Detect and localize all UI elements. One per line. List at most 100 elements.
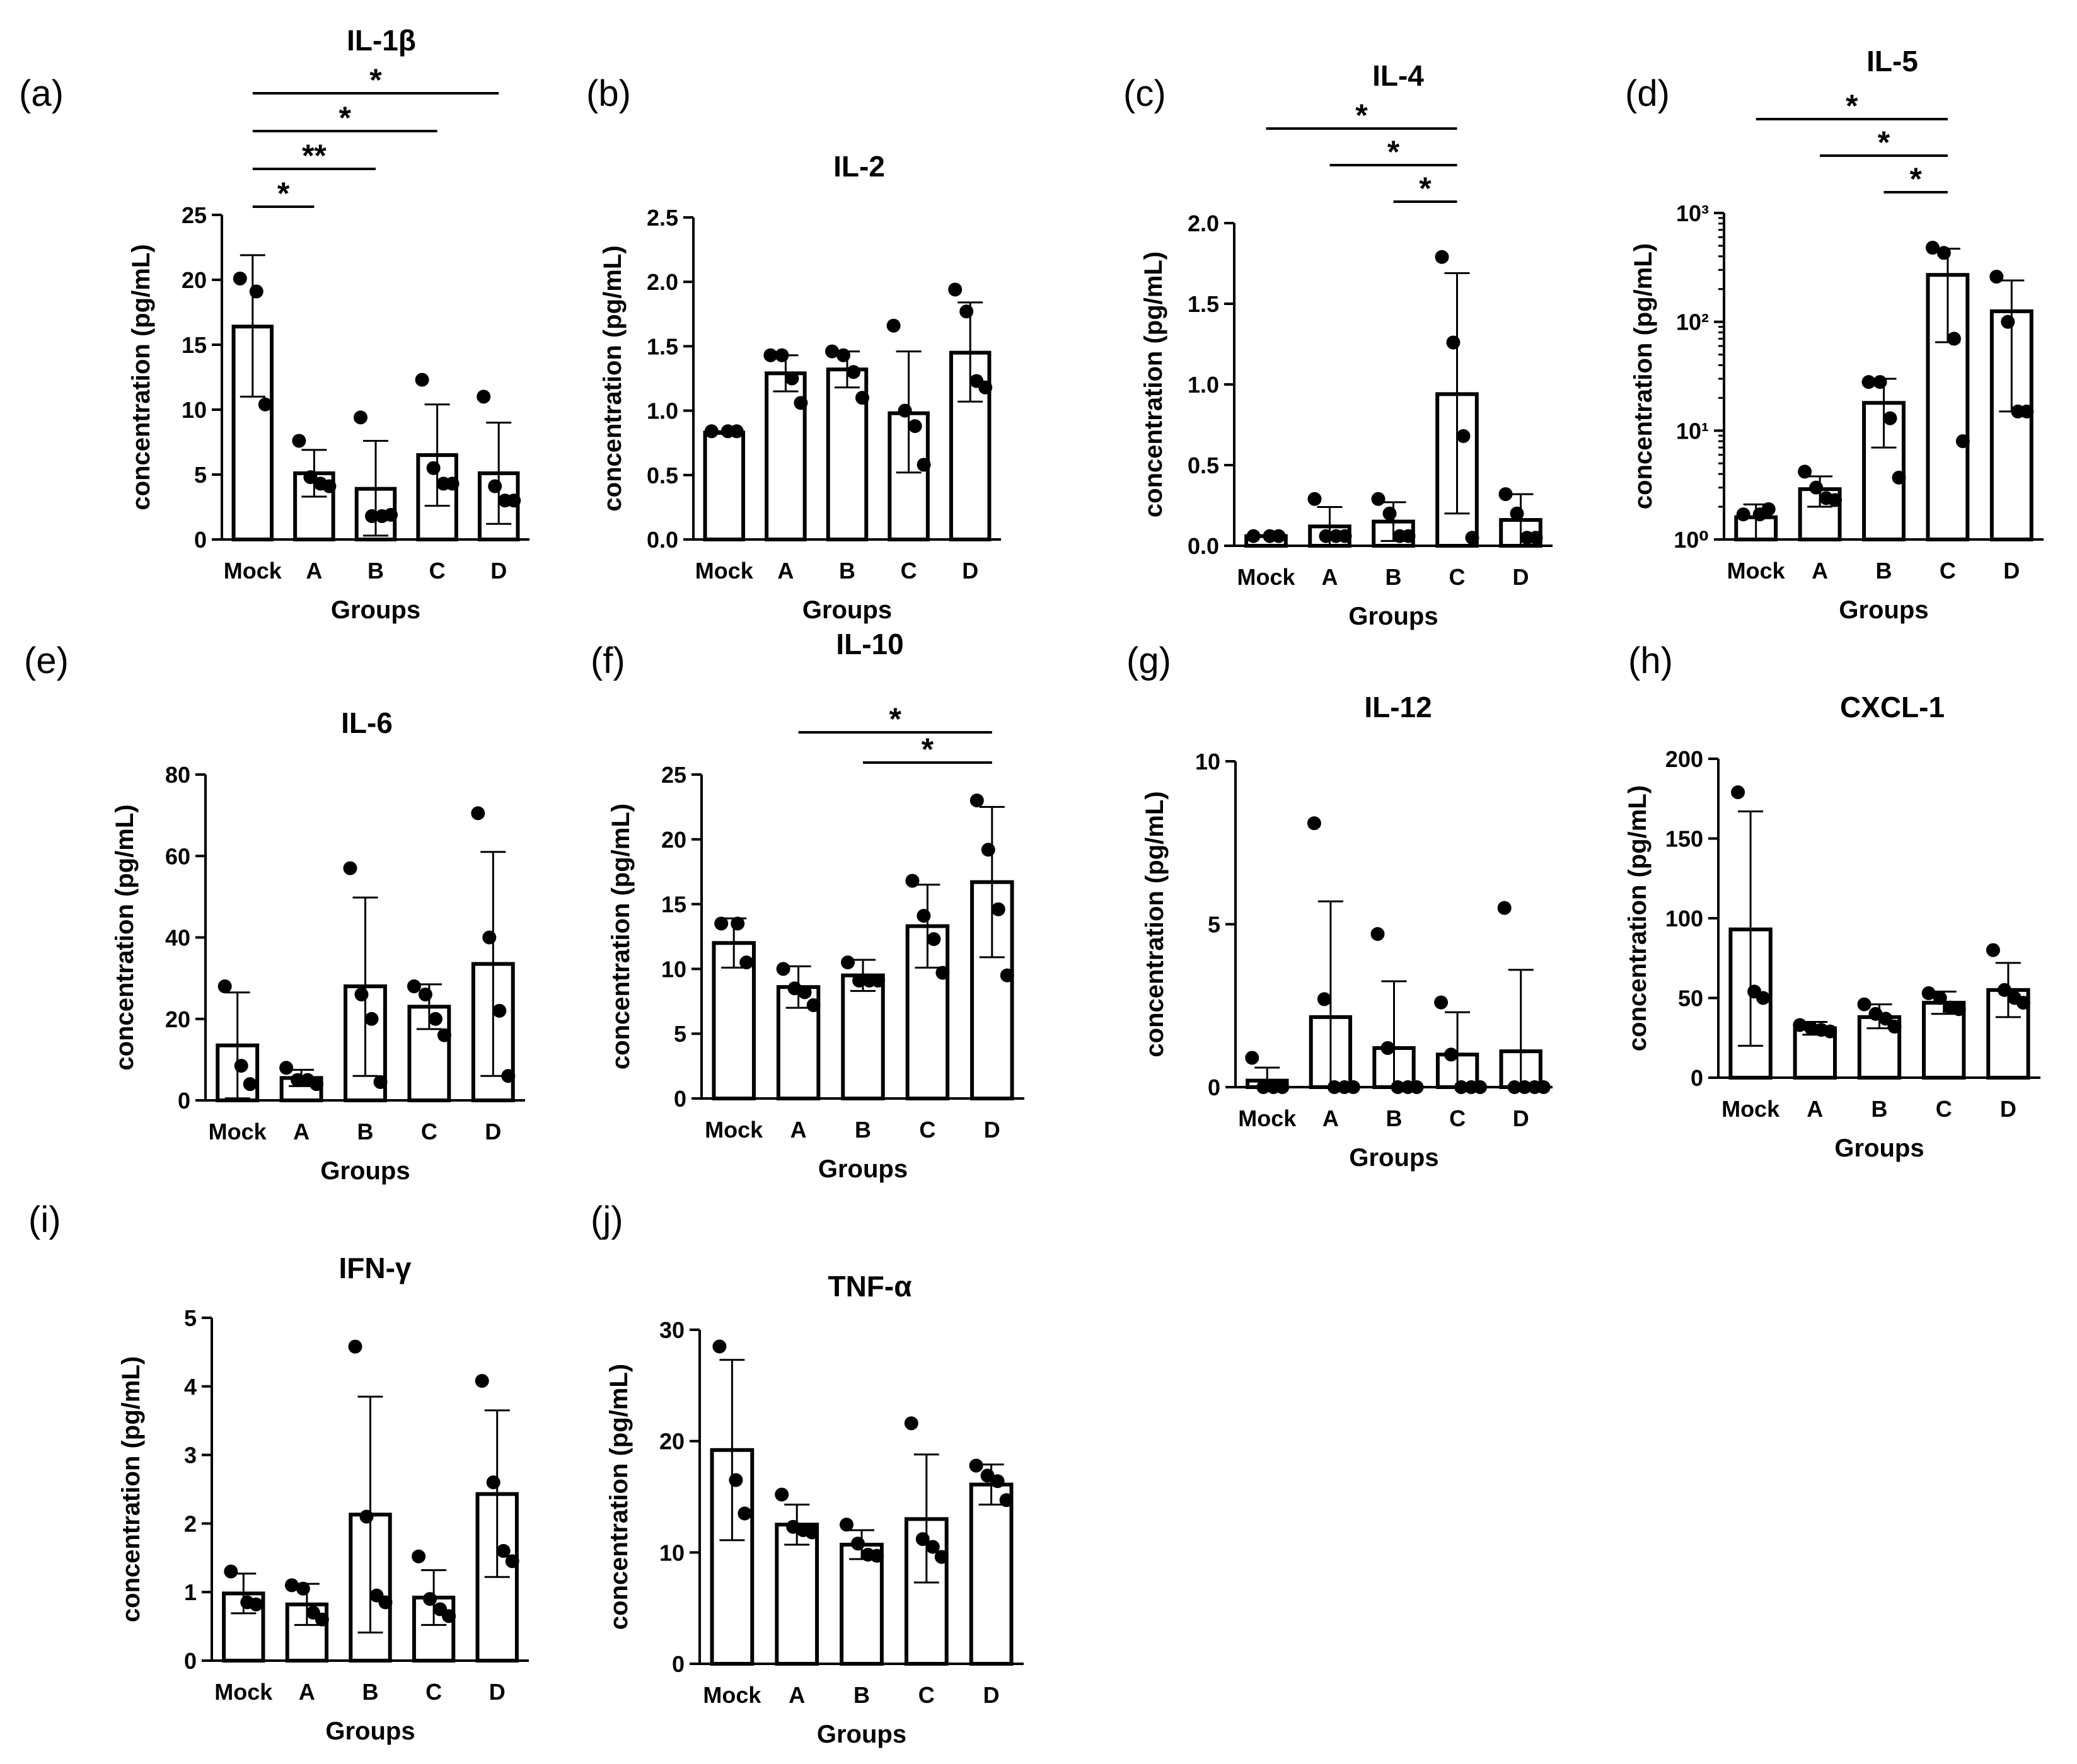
- x-tick-label: D: [490, 558, 507, 584]
- data-point: [1401, 529, 1416, 543]
- panel-letter: (c): [1123, 73, 1166, 114]
- x-axis-title: Groups: [1348, 602, 1438, 630]
- data-point: [445, 476, 460, 491]
- panel-letter: (j): [591, 1199, 623, 1240]
- y-tick-label: 4: [184, 1374, 197, 1400]
- data-point: [1517, 1080, 1532, 1094]
- data-point: [797, 985, 812, 1000]
- data-point: [969, 1458, 983, 1473]
- data-point: [249, 1597, 263, 1611]
- y-tick-label: 10: [1195, 749, 1220, 775]
- data-point: [1828, 493, 1843, 507]
- data-point: [1873, 375, 1887, 389]
- x-tick-label: Mock: [1238, 1105, 1297, 1131]
- data-point: [1887, 1020, 1902, 1034]
- y-tick-label: 5: [184, 1305, 197, 1331]
- data-point: [785, 371, 799, 386]
- data-point: [917, 909, 931, 923]
- y-tick-label: 30: [659, 1317, 685, 1343]
- data-point: [284, 1578, 299, 1593]
- y-tick-label: 0.5: [647, 463, 678, 488]
- data-point: [904, 1416, 918, 1431]
- y-tick-label: 20: [659, 1429, 685, 1455]
- data-point: [917, 458, 931, 472]
- x-tick-label: A: [1807, 1096, 1823, 1122]
- y-tick-label: 0: [194, 527, 207, 553]
- significance-label: *: [889, 701, 901, 737]
- y-tick-label: 0.0: [1188, 533, 1219, 559]
- data-point: [1793, 1018, 1807, 1032]
- data-point: [935, 966, 950, 980]
- x-tick-label: B: [362, 1679, 379, 1705]
- data-point: [1761, 502, 1776, 516]
- x-tick-label: A: [1322, 1105, 1339, 1131]
- data-point: [1000, 968, 1014, 983]
- y-tick-label: 10: [659, 1540, 685, 1565]
- panel-e: (e) IL-6 0 20 40 60 80 concentration (pg/mL) Gro…: [24, 640, 525, 1185]
- data-point: [1346, 1080, 1360, 1094]
- data-point: [279, 1061, 294, 1075]
- data-point: [1823, 1024, 1837, 1039]
- y-tick-label: 0.5: [1188, 453, 1219, 478]
- panel-c: (c) IL-4 0.0 0.5 1.0 1.5 2.0 concentration (pg/…: [1123, 59, 1553, 630]
- data-point: [1861, 375, 1876, 389]
- x-tick-label: C: [918, 1682, 935, 1708]
- y-tick-label: 80: [165, 762, 190, 788]
- data-point: [825, 344, 839, 359]
- data-point: [841, 955, 855, 970]
- data-point: [1892, 470, 1906, 485]
- data-point: [359, 1509, 374, 1524]
- data-point: [243, 1077, 257, 1092]
- x-tick-label: D: [2000, 1096, 2016, 1122]
- panel-title: IL-6: [341, 706, 393, 739]
- data-point: [224, 1564, 238, 1579]
- data-point: [714, 916, 729, 931]
- data-point: [428, 1012, 443, 1026]
- y-axis-title: concentration (pg/mL): [1141, 791, 1169, 1057]
- y-axis-title: concentration (pg/mL): [599, 245, 627, 511]
- data-point: [739, 955, 754, 970]
- data-point: [1883, 411, 1897, 425]
- data-point: [292, 434, 306, 448]
- x-axis-title: Groups: [325, 1717, 415, 1745]
- y-tick-label: 2.5: [647, 205, 678, 231]
- data-point: [2020, 404, 2034, 418]
- panel-title: IL-12: [1364, 691, 1432, 723]
- data-point: [840, 1518, 853, 1532]
- panel-title: TNF-α: [828, 1270, 911, 1303]
- data-point: [348, 1339, 362, 1354]
- panel-j: (j) TNF-α 0 10 20 30 concentration (pg/mL) Grou…: [591, 1199, 1024, 1748]
- y-tick-label: 20: [165, 1006, 190, 1032]
- data-point: [373, 1075, 388, 1089]
- significance-label: *: [338, 100, 351, 135]
- data-point: [969, 793, 984, 808]
- data-point: [851, 1536, 865, 1551]
- panel-title: IL-2: [833, 150, 885, 183]
- x-tick-label: Mock: [703, 1682, 761, 1708]
- data-point: [496, 1543, 511, 1558]
- x-tick-label: D: [1513, 1105, 1529, 1131]
- x-axis-title: Groups: [818, 1155, 908, 1183]
- data-point: [1275, 1080, 1290, 1094]
- panel-title: IL-1β: [347, 24, 416, 57]
- x-tick-label: D: [1513, 564, 1529, 590]
- data-point: [418, 987, 432, 1001]
- data-point: [1878, 1012, 1893, 1026]
- data-point: [1809, 480, 1824, 495]
- data-point: [322, 479, 337, 493]
- panel-letter: (f): [591, 640, 625, 681]
- data-point: [1434, 995, 1449, 1010]
- y-tick-label: 0: [1691, 1065, 1703, 1091]
- y-tick-label: 1: [184, 1579, 197, 1605]
- y-tick-label: 20: [182, 267, 207, 293]
- x-tick-label: A: [293, 1119, 310, 1144]
- data-point: [354, 987, 369, 1001]
- data-point: [234, 1059, 248, 1073]
- x-tick-label: B: [1386, 564, 1402, 590]
- x-tick-label: A: [790, 1117, 807, 1143]
- data-point: [991, 902, 1005, 916]
- x-axis-title: Groups: [817, 1721, 906, 1748]
- y-tick-label: 10: [182, 397, 207, 423]
- panel-letter: (i): [28, 1199, 61, 1240]
- data-point: [412, 1549, 426, 1564]
